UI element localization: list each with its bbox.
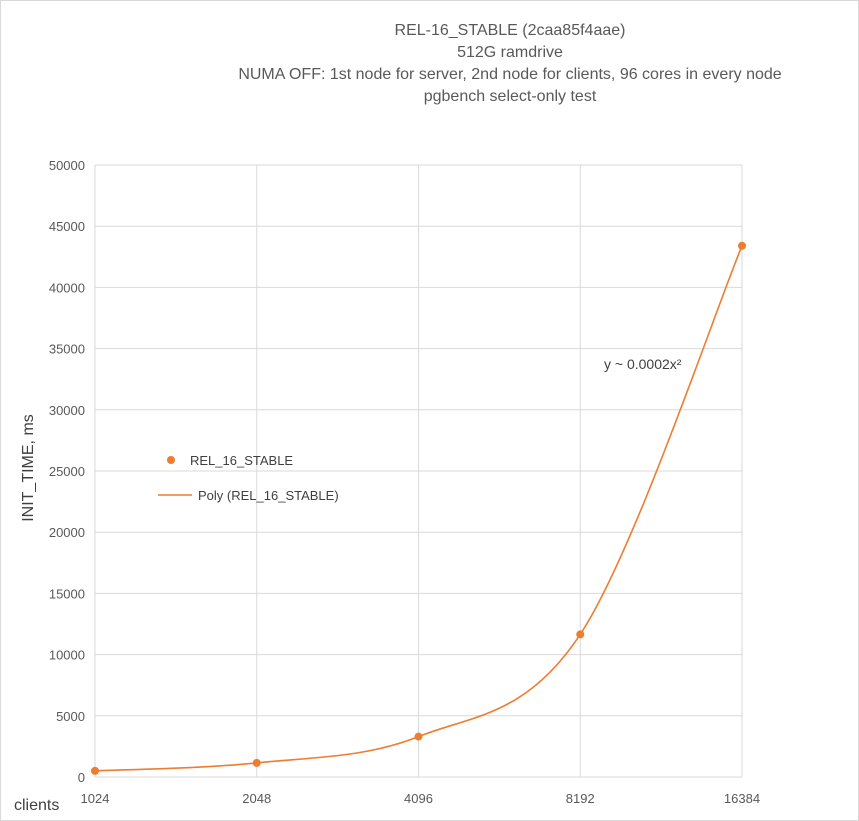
y-tick-label: 45000 <box>49 219 85 234</box>
x-tick-label: 4096 <box>404 791 433 806</box>
y-tick-label: 35000 <box>49 342 85 357</box>
x-tick-label: 16384 <box>724 791 760 806</box>
y-tick-label: 5000 <box>56 709 85 724</box>
data-point <box>576 630 585 639</box>
x-tick-label: 1024 <box>81 791 110 806</box>
y-tick-label: 10000 <box>49 648 85 663</box>
y-tick-label: 40000 <box>49 280 85 295</box>
y-tick-label: 0 <box>78 770 85 785</box>
title-line-1: REL-16_STABLE (2caa85f4aae) <box>394 22 626 39</box>
legend-label-rel16: REL_16_STABLE <box>190 453 293 468</box>
data-point <box>252 758 261 767</box>
title-line-3: NUMA OFF: 1st node for server, 2nd node … <box>238 66 782 83</box>
trendline <box>94 245 743 772</box>
y-axis-title: INIT_TIME, ms <box>20 414 37 522</box>
y-tick-label: 30000 <box>49 403 85 418</box>
y-tick-label: 25000 <box>49 464 85 479</box>
title-line-4: pgbench select-only test <box>423 88 597 105</box>
data-point <box>414 732 423 741</box>
y-tick-label: 50000 <box>49 158 85 173</box>
chart-title: REL-16_STABLE (2caa85f4aae) 512G ramdriv… <box>230 20 790 108</box>
x-tick-label: 2048 <box>242 791 271 806</box>
data-point <box>738 241 746 250</box>
x-axis-title: clients <box>14 797 59 814</box>
legend-marker-rel16 <box>167 456 175 464</box>
trendline-equation: y ~ 0.0002x² <box>604 356 682 372</box>
data-point <box>91 766 99 775</box>
y-tick-label: 15000 <box>49 586 85 601</box>
y-tick-label: 20000 <box>49 525 85 540</box>
x-tick-label: 8192 <box>566 791 595 806</box>
legend-label-poly: Poly (REL_16_STABLE) <box>198 488 339 503</box>
title-line-2: 512G ramdrive <box>457 44 563 61</box>
